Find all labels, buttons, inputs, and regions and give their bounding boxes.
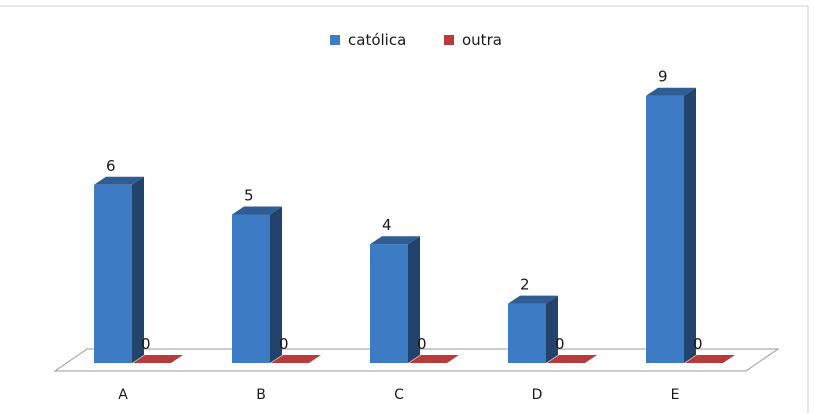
bar-outra-b bbox=[271, 355, 321, 363]
bar-catolica-b-top bbox=[232, 206, 282, 215]
legend-label-catolica: católica bbox=[348, 31, 406, 49]
bar-outra-c-top bbox=[409, 355, 459, 363]
data-label-outra-c: 0 bbox=[417, 335, 427, 353]
data-label-outra-e: 0 bbox=[693, 335, 703, 353]
data-label-catolica-e: 9 bbox=[658, 68, 668, 86]
bar-outra-b-top bbox=[271, 355, 321, 363]
bar-catolica-b-front bbox=[232, 214, 270, 363]
bars-group: 6 0 5 0 4 0 2 0 9 0 bbox=[94, 68, 735, 363]
x-tick-c: C bbox=[394, 387, 404, 403]
data-label-catolica-d: 2 bbox=[520, 276, 530, 294]
data-label-outra-a: 0 bbox=[141, 335, 151, 353]
x-tick-e: E bbox=[671, 387, 680, 403]
bar-outra-a bbox=[133, 355, 183, 363]
data-label-outra-d: 0 bbox=[555, 335, 565, 353]
legend-swatch-catolica bbox=[330, 35, 340, 45]
bar-outra-e bbox=[685, 355, 735, 363]
bar-catolica-d-front bbox=[508, 303, 546, 363]
bar-outra-d bbox=[547, 355, 597, 363]
bar-catolica-d bbox=[508, 295, 558, 363]
data-label-catolica-b: 5 bbox=[244, 187, 254, 205]
bar-catolica-a-side bbox=[132, 176, 144, 363]
bar-catolica-b-side bbox=[270, 206, 282, 363]
legend-swatch-outra bbox=[444, 35, 454, 45]
bar-catolica-e-top bbox=[646, 87, 696, 96]
bar-catolica-d-side bbox=[546, 295, 558, 363]
bar-catolica-a bbox=[94, 176, 144, 363]
bar-outra-e-top bbox=[685, 355, 735, 363]
bar-catolica-e-front bbox=[646, 95, 684, 363]
x-axis-ticks: A B C D E bbox=[118, 387, 679, 403]
bar-outra-d-top bbox=[547, 355, 597, 363]
x-tick-d: D bbox=[532, 387, 543, 403]
legend-label-outra: outra bbox=[462, 31, 502, 49]
bar-catolica-e-side bbox=[684, 87, 696, 363]
bar-catolica-d-top bbox=[508, 295, 558, 304]
bar-catolica-c bbox=[370, 236, 420, 363]
bar-catolica-e bbox=[646, 87, 696, 363]
bar-catolica-c-side bbox=[408, 236, 420, 363]
bar-catolica-c-top bbox=[370, 236, 420, 245]
x-tick-a: A bbox=[118, 387, 128, 403]
bar-catolica-c-front bbox=[370, 244, 408, 363]
data-label-outra-b: 0 bbox=[279, 335, 289, 353]
data-label-catolica-c: 4 bbox=[382, 216, 392, 234]
bar-catolica-a-top bbox=[94, 176, 144, 185]
x-tick-b: B bbox=[256, 387, 266, 403]
bar-catolica-a-front bbox=[94, 184, 132, 363]
data-label-catolica-a: 6 bbox=[106, 157, 116, 175]
legend: católica outra bbox=[330, 31, 502, 49]
bar-outra-c bbox=[409, 355, 459, 363]
bar-catolica-b bbox=[232, 206, 282, 363]
bar-outra-a-top bbox=[133, 355, 183, 363]
